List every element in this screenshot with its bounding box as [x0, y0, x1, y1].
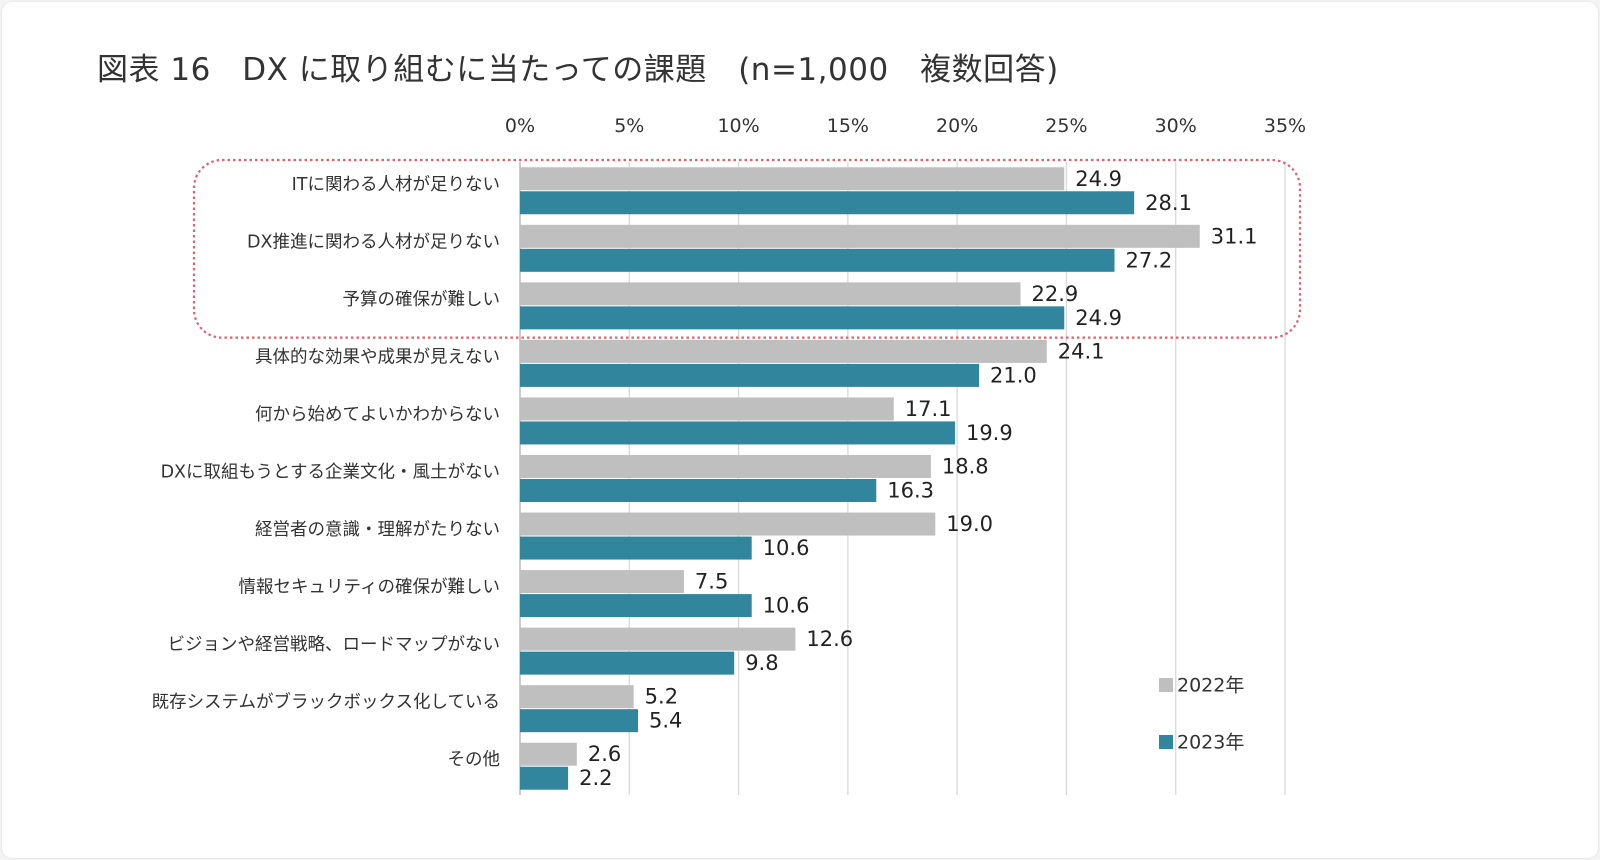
- bar-2022: [520, 627, 796, 651]
- x-tick-label: 0%: [505, 115, 535, 137]
- x-tick-label: 30%: [1155, 115, 1197, 137]
- bar-2023: [520, 594, 752, 618]
- category-label: 経営者の意識・理解がたりない: [255, 520, 500, 540]
- category-label: ビジョンや経営戦略、ロードマップがない: [168, 635, 501, 655]
- bar-2023: [520, 421, 955, 445]
- bar-2022: [520, 339, 1047, 363]
- category-label: その他: [448, 750, 501, 770]
- value-label-2023: 10.6: [763, 594, 810, 618]
- value-label-2023: 2.2: [579, 766, 612, 790]
- bar-2022: [520, 570, 684, 594]
- category-label: DX推進に関わる人材が足りない: [247, 232, 500, 252]
- value-label-2022: 24.1: [1058, 339, 1105, 363]
- value-label-2022: 24.9: [1075, 167, 1122, 191]
- category-label: 既存システムがブラックボックス化している: [152, 692, 500, 713]
- x-tick-label: 10%: [717, 115, 759, 137]
- value-label-2023: 16.3: [887, 479, 934, 503]
- chart-title: 図表 16 DX に取り組むに当たっての課題 (n=1,000 複数回答): [97, 52, 1059, 88]
- legend-swatch-2023: [1159, 735, 1173, 749]
- value-label-2022: 17.1: [905, 397, 952, 421]
- category-label: 具体的な効果や成果が見えない: [255, 347, 500, 367]
- x-tick-label: 25%: [1045, 115, 1087, 137]
- bar-2022: [520, 742, 577, 766]
- category-label: ITに関わる人材が足りない: [292, 175, 500, 195]
- value-label-2023: 9.8: [745, 651, 778, 675]
- bar-2022: [520, 167, 1065, 191]
- x-tick-label: 15%: [827, 115, 869, 137]
- bar-2022: [520, 397, 894, 421]
- category-label: 情報セキュリティの確保が難しい: [239, 578, 500, 598]
- value-label-2022: 7.5: [695, 570, 728, 594]
- value-label-2022: 19.0: [946, 512, 993, 536]
- x-tick-label: 20%: [936, 115, 978, 137]
- category-label: 何から始めてよいかわからない: [255, 405, 500, 425]
- value-label-2023: 19.9: [966, 421, 1013, 445]
- legend-swatch-2022: [1159, 678, 1173, 692]
- value-label-2023: 28.1: [1145, 191, 1192, 215]
- x-tick-label: 5%: [614, 115, 644, 137]
- value-label-2023: 10.6: [763, 536, 810, 560]
- bar-2023: [520, 766, 569, 790]
- value-label-2022: 12.6: [806, 627, 853, 651]
- bar-2023: [520, 306, 1065, 330]
- x-tick-label: 35%: [1264, 115, 1306, 137]
- value-label-2022: 2.6: [588, 742, 621, 766]
- bar-2022: [520, 685, 634, 709]
- value-label-2023: 24.9: [1075, 306, 1122, 330]
- bar-2023: [520, 536, 752, 560]
- bar-2023: [520, 709, 639, 733]
- legend-label-2023: 2023年: [1177, 732, 1244, 754]
- bar-2023: [520, 363, 979, 387]
- bar-2023: [520, 248, 1115, 272]
- bar-2023: [520, 479, 877, 502]
- value-label-2022: 18.8: [942, 455, 989, 479]
- bar-2022: [520, 455, 931, 478]
- value-label-2023: 5.4: [649, 709, 682, 733]
- bar-2022: [520, 224, 1200, 248]
- legend-label-2022: 2022年: [1177, 675, 1244, 697]
- bar-2022: [520, 282, 1021, 306]
- value-label-2022: 22.9: [1032, 282, 1079, 306]
- category-label: 予算の確保が難しい: [343, 290, 501, 310]
- value-label-2023: 27.2: [1126, 248, 1173, 272]
- bar-2022: [520, 512, 936, 536]
- bar-2023: [520, 651, 735, 675]
- value-label-2023: 21.0: [990, 363, 1037, 387]
- value-label-2022: 5.2: [645, 685, 678, 709]
- highlight-box: [192, 158, 1302, 339]
- value-label-2022: 31.1: [1211, 224, 1258, 248]
- bar-2023: [520, 191, 1135, 215]
- category-label: DXに取組もうとする企業文化・風土がない: [161, 463, 500, 483]
